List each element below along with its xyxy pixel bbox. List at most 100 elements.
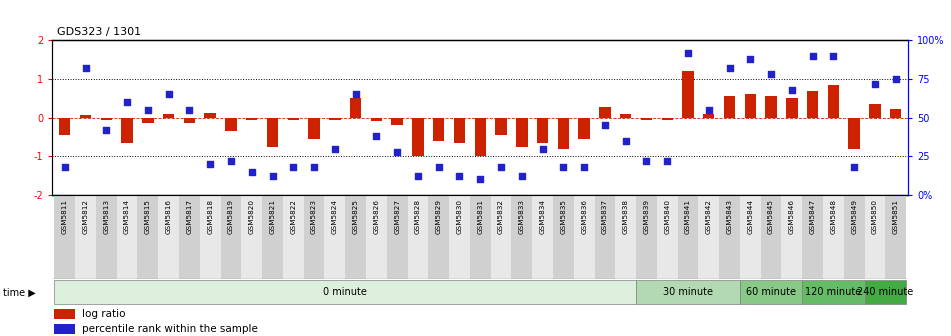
Text: GSM5836: GSM5836 <box>581 199 587 234</box>
Point <box>369 133 384 139</box>
Bar <box>449 195 470 279</box>
Bar <box>516 118 528 146</box>
Bar <box>848 118 860 149</box>
Text: GSM5846: GSM5846 <box>789 199 795 234</box>
Bar <box>387 195 408 279</box>
Bar <box>636 280 740 304</box>
Text: GSM5812: GSM5812 <box>83 199 88 234</box>
Point <box>494 164 509 170</box>
Bar <box>158 195 179 279</box>
Bar <box>885 195 906 279</box>
Bar <box>678 195 698 279</box>
Bar <box>117 195 138 279</box>
Text: GSM5827: GSM5827 <box>394 199 400 234</box>
Point <box>327 146 342 151</box>
Bar <box>371 118 382 121</box>
Point <box>410 174 425 179</box>
Bar <box>827 85 839 118</box>
Point <box>431 164 446 170</box>
Bar <box>807 91 819 118</box>
Point <box>597 123 612 128</box>
Point <box>555 164 571 170</box>
Bar <box>766 96 777 118</box>
Point <box>203 161 218 167</box>
Point <box>639 158 654 164</box>
Bar <box>75 195 96 279</box>
Text: GSM5849: GSM5849 <box>851 199 857 234</box>
Bar <box>740 195 761 279</box>
Bar <box>698 195 719 279</box>
Bar <box>184 118 195 123</box>
Bar <box>662 118 673 120</box>
Bar <box>890 109 902 118</box>
Bar <box>475 118 486 156</box>
Bar <box>761 195 782 279</box>
Text: percentile rank within the sample: percentile rank within the sample <box>82 324 258 334</box>
Bar <box>682 71 693 118</box>
Bar <box>557 118 569 149</box>
Text: GSM5833: GSM5833 <box>519 199 525 234</box>
Text: GSM5821: GSM5821 <box>269 199 276 234</box>
Bar <box>59 118 70 135</box>
Text: 240 minute: 240 minute <box>857 287 914 297</box>
Text: GSM5825: GSM5825 <box>353 199 359 234</box>
Point <box>306 164 321 170</box>
Bar <box>641 118 652 120</box>
Bar <box>573 195 594 279</box>
Text: GSM5820: GSM5820 <box>249 199 255 234</box>
Point <box>805 53 821 58</box>
Bar <box>864 195 885 279</box>
Bar <box>823 195 844 279</box>
Bar <box>329 118 340 120</box>
Text: GSM5837: GSM5837 <box>602 199 608 234</box>
Bar <box>246 118 258 120</box>
Bar <box>786 98 798 118</box>
Text: GSM5816: GSM5816 <box>165 199 171 234</box>
Text: GSM5830: GSM5830 <box>456 199 462 234</box>
Bar <box>745 94 756 118</box>
Bar <box>844 195 864 279</box>
Bar <box>864 280 906 304</box>
Bar <box>620 114 631 118</box>
Bar <box>803 280 864 304</box>
Bar <box>308 118 320 139</box>
Text: GSM5819: GSM5819 <box>228 199 234 234</box>
Text: GSM5841: GSM5841 <box>685 199 691 234</box>
Text: GSM5822: GSM5822 <box>290 199 297 234</box>
Bar <box>392 118 403 125</box>
Bar <box>225 118 237 131</box>
Text: GSM5848: GSM5848 <box>830 199 837 234</box>
Bar <box>495 118 507 135</box>
Point <box>244 169 260 174</box>
Text: GSM5832: GSM5832 <box>498 199 504 234</box>
Bar <box>657 195 678 279</box>
Bar <box>54 309 75 319</box>
Text: GSM5838: GSM5838 <box>623 199 629 234</box>
Point <box>348 92 363 97</box>
Point <box>785 87 800 92</box>
Bar <box>101 118 112 120</box>
Bar <box>303 195 324 279</box>
Text: GSM5844: GSM5844 <box>747 199 753 234</box>
Bar <box>200 195 221 279</box>
Bar <box>719 195 740 279</box>
Text: GSM5823: GSM5823 <box>311 199 317 234</box>
Text: GSM5824: GSM5824 <box>332 199 338 234</box>
Bar <box>512 195 533 279</box>
Bar <box>533 195 553 279</box>
Point <box>182 107 197 113</box>
Point <box>846 164 862 170</box>
Text: GSM5828: GSM5828 <box>415 199 421 234</box>
Bar <box>138 195 158 279</box>
Point <box>120 99 135 105</box>
Bar <box>636 195 657 279</box>
Text: GSM5811: GSM5811 <box>62 199 68 234</box>
Bar <box>54 280 636 304</box>
Bar <box>724 96 735 118</box>
Bar <box>366 195 387 279</box>
Bar <box>599 107 611 118</box>
Bar <box>54 324 75 335</box>
Text: GSM5834: GSM5834 <box>539 199 546 234</box>
Bar <box>163 114 174 118</box>
Bar <box>267 118 279 146</box>
